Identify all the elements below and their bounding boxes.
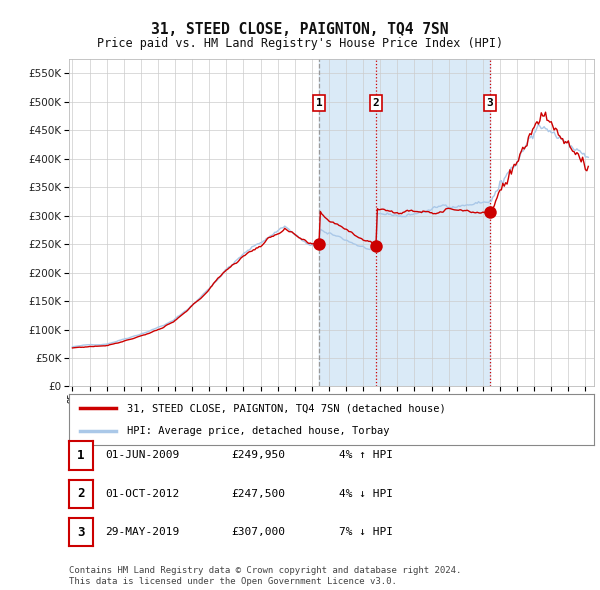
Text: Contains HM Land Registry data © Crown copyright and database right 2024.
This d: Contains HM Land Registry data © Crown c… [69,566,461,586]
Text: 2: 2 [373,98,379,108]
Text: HPI: Average price, detached house, Torbay: HPI: Average price, detached house, Torb… [127,426,389,436]
Text: 1: 1 [77,449,85,462]
Text: 31, STEED CLOSE, PAIGNTON, TQ4 7SN: 31, STEED CLOSE, PAIGNTON, TQ4 7SN [151,22,449,37]
Text: 01-OCT-2012: 01-OCT-2012 [105,489,179,499]
Text: 4% ↓ HPI: 4% ↓ HPI [339,489,393,499]
Text: £307,000: £307,000 [231,527,285,537]
Bar [319,59,490,386]
Text: 1: 1 [316,98,322,108]
Text: 7% ↓ HPI: 7% ↓ HPI [339,527,393,537]
Text: £249,950: £249,950 [231,451,285,460]
Text: 01-JUN-2009: 01-JUN-2009 [105,451,179,460]
Text: 31, STEED CLOSE, PAIGNTON, TQ4 7SN (detached house): 31, STEED CLOSE, PAIGNTON, TQ4 7SN (deta… [127,403,445,413]
Text: 2: 2 [77,487,85,500]
Text: 4% ↑ HPI: 4% ↑ HPI [339,451,393,460]
Text: 3: 3 [77,526,85,539]
Text: 3: 3 [487,98,493,108]
Text: £247,500: £247,500 [231,489,285,499]
Text: Price paid vs. HM Land Registry's House Price Index (HPI): Price paid vs. HM Land Registry's House … [97,37,503,50]
Text: 29-MAY-2019: 29-MAY-2019 [105,527,179,537]
